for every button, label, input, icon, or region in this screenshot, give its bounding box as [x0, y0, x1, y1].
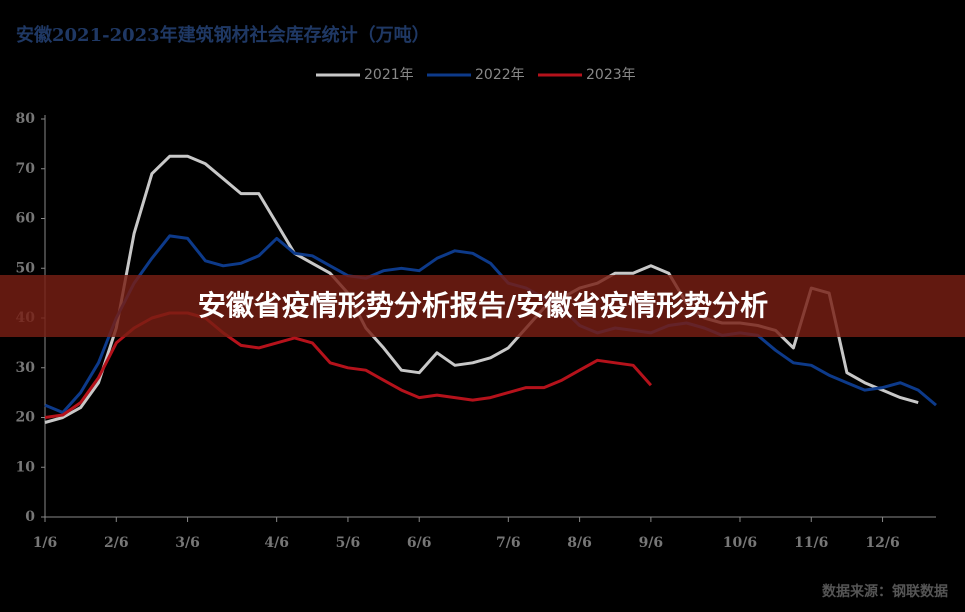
y-tick-label: 30: [16, 360, 36, 376]
series-line: [44, 234, 937, 414]
y-tick-label: 10: [16, 459, 36, 475]
chart-title: 安徽2021-2023年建筑钢材社会库存统计（万吨）: [16, 24, 430, 46]
banner-text: 安徽省疫情形势分析报告/安徽省疫情形势分析: [198, 289, 768, 322]
x-tick-label: 4/6: [264, 535, 289, 551]
x-tick-label: 3/6: [175, 535, 200, 551]
banner: [0, 275, 965, 337]
x-tick-label: 12/6: [865, 535, 899, 551]
y-tick-label: 60: [16, 211, 36, 227]
x-tick-label: 1/6: [33, 535, 58, 551]
x-tick-label: 8/6: [567, 535, 592, 551]
x-tick-label: 9/6: [639, 535, 664, 551]
legend-label: 2021年: [364, 67, 414, 83]
x-tick-label: 7/6: [496, 535, 521, 551]
x-tick-label: 2/6: [104, 535, 129, 551]
y-tick-label: 0: [25, 509, 35, 525]
legend-label: 2022年: [475, 67, 525, 83]
x-tick-label: 5/6: [336, 535, 361, 551]
source-note: 数据来源：钢联数据: [822, 583, 948, 600]
legend-label: 2023年: [586, 67, 636, 83]
y-tick-label: 70: [16, 161, 36, 177]
plot-area: 010203040506070801/62/63/64/65/66/67/68/…: [16, 67, 937, 551]
x-tick-label: 10/6: [723, 535, 757, 551]
x-tick-label: 11/6: [794, 535, 828, 551]
y-tick-label: 80: [16, 111, 36, 127]
y-tick-label: 20: [16, 410, 36, 426]
y-tick-label: 50: [16, 260, 36, 276]
x-tick-label: 6/6: [407, 535, 432, 551]
